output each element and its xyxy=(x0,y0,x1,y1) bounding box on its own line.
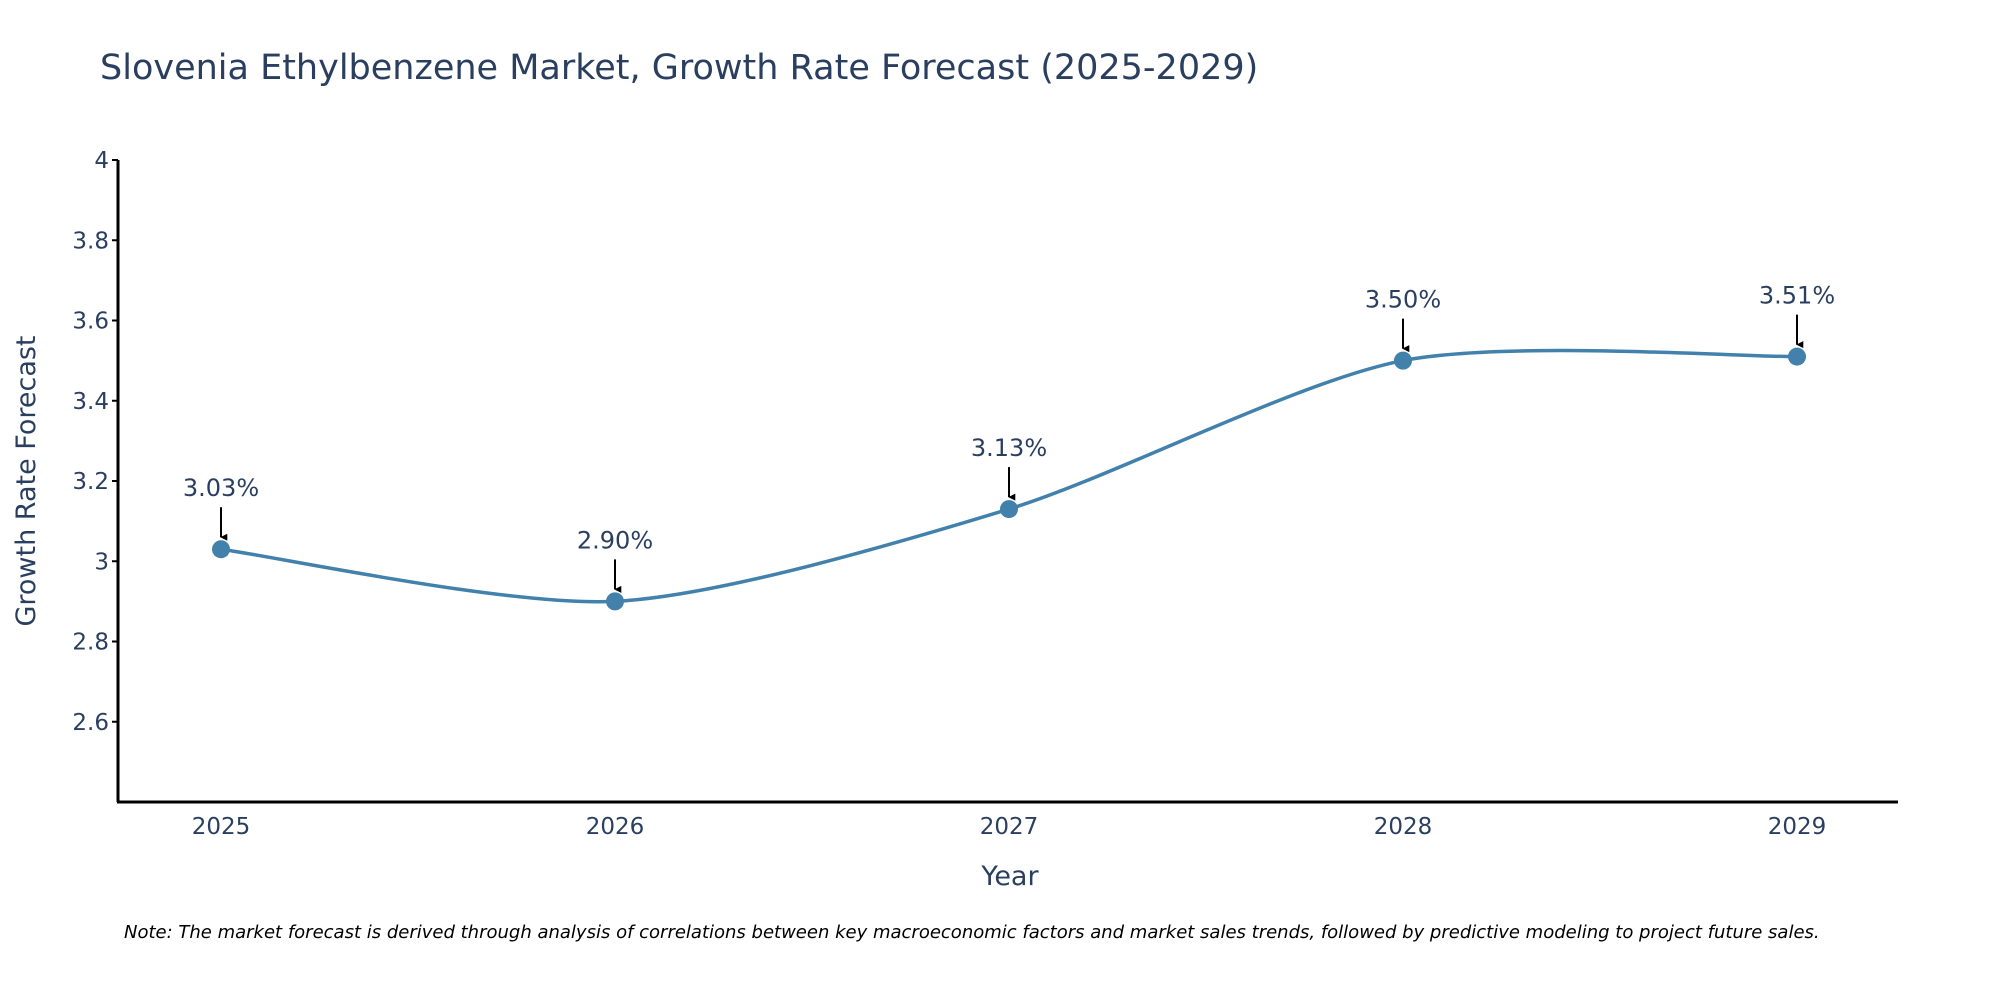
y-tick-label: 2.8 xyxy=(72,630,109,656)
data-annotations: 3.03% 2.90% 3.13% 3.50% 3.51% xyxy=(183,282,1835,593)
data-label: 3.50% xyxy=(1365,286,1441,314)
data-point xyxy=(606,592,624,611)
data-point xyxy=(1394,351,1412,370)
data-label: 3.51% xyxy=(1759,282,1835,310)
data-label: 3.13% xyxy=(971,434,1047,462)
data-point xyxy=(212,540,230,559)
footnote: Note: The market forecast is derived thr… xyxy=(124,922,1820,943)
y-tick-label: 3 xyxy=(94,549,109,575)
x-tick-label: 2029 xyxy=(1768,814,1827,840)
y-tick-label: 3.4 xyxy=(72,389,109,415)
x-tick-label: 2028 xyxy=(1374,814,1433,840)
y-tick-label: 4 xyxy=(94,148,109,174)
y-axis-title: Growth Rate Forecast xyxy=(11,335,42,626)
data-point xyxy=(1788,347,1806,366)
x-axis-ticks: 2025 2026 2027 2028 2029 xyxy=(192,814,1827,840)
y-tick-label: 3.8 xyxy=(72,228,109,254)
data-point xyxy=(1000,500,1018,519)
y-tick-label: 3.6 xyxy=(72,309,109,335)
y-axis-ticks: 2.6 2.8 3 3.2 3.4 3.6 3.8 4 xyxy=(72,148,118,736)
x-tick-label: 2027 xyxy=(980,814,1039,840)
x-axis-title: Year xyxy=(980,861,1039,892)
data-points xyxy=(212,347,1806,611)
chart-title: Slovenia Ethylbenzene Market, Growth Rat… xyxy=(100,48,1258,88)
data-label: 3.03% xyxy=(183,474,259,502)
data-label: 2.90% xyxy=(577,526,653,554)
y-tick-label: 2.6 xyxy=(72,710,109,736)
x-tick-label: 2025 xyxy=(192,814,251,840)
x-tick-label: 2026 xyxy=(586,814,645,840)
y-tick-label: 3.2 xyxy=(72,469,109,495)
